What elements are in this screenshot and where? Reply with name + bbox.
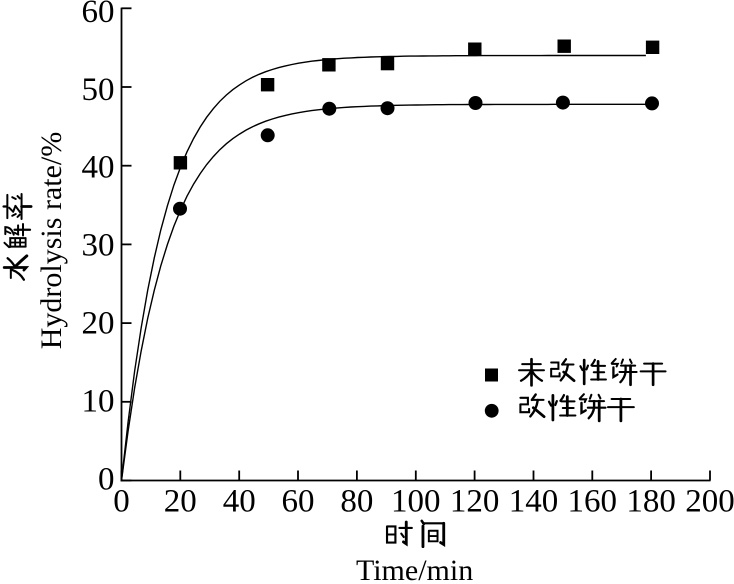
svg-text:40: 40 <box>223 484 256 520</box>
svg-text:180: 180 <box>626 484 676 520</box>
svg-text:0: 0 <box>113 484 130 520</box>
svg-text:0: 0 <box>98 462 115 498</box>
svg-text:50: 50 <box>82 72 115 108</box>
svg-text:80: 80 <box>340 484 373 520</box>
svg-text:10: 10 <box>82 384 115 420</box>
svg-text:20: 20 <box>164 484 197 520</box>
svg-text:40: 40 <box>82 150 115 186</box>
svg-text:120: 120 <box>450 484 500 520</box>
svg-text:160: 160 <box>568 484 618 520</box>
svg-text:60: 60 <box>282 484 315 520</box>
svg-text:20: 20 <box>82 306 115 342</box>
svg-text:60: 60 <box>82 0 115 30</box>
svg-text:140: 140 <box>509 484 559 520</box>
svg-text:Hydrolysis rate/%: Hydrolysis rate/% <box>35 132 68 349</box>
svg-text:30: 30 <box>82 228 115 264</box>
svg-text:Time/min: Time/min <box>356 554 473 584</box>
svg-text:200: 200 <box>685 484 734 520</box>
svg-text:100: 100 <box>391 484 441 520</box>
